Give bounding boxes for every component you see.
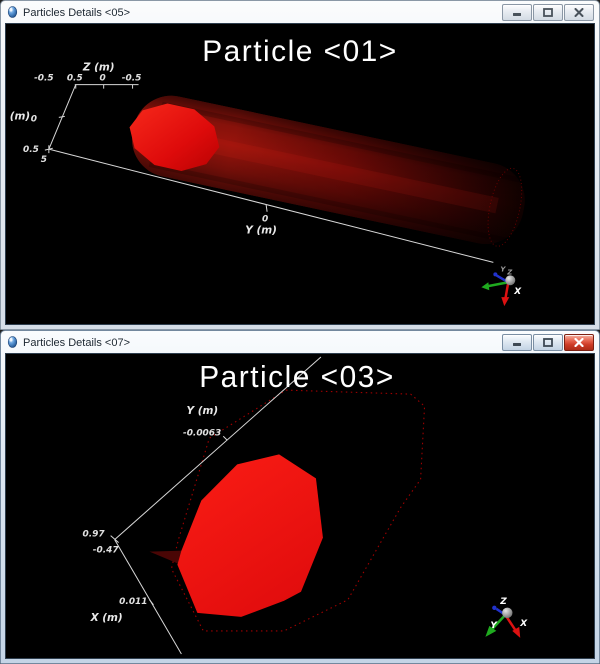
plot-axes (44, 84, 494, 263)
maximize-button[interactable] (533, 334, 563, 351)
window-particles-details-07: Particles Details <07> (0, 330, 600, 664)
z-tick-2: -0.5 (122, 74, 142, 84)
window-title: Particles Details <05> (23, 6, 130, 19)
x-axis-label: (m) (10, 110, 30, 122)
close-icon (574, 8, 584, 17)
y-axis-label: Y (m) (245, 225, 277, 237)
orientation-triad: X Y Z (485, 597, 528, 638)
titlebar[interactable]: Particles Details <07> (1, 331, 599, 353)
x-tick-0: -0.5 (34, 74, 54, 84)
particle-far-end-dashed-outline (487, 167, 523, 247)
close-button[interactable] (564, 4, 594, 21)
particle-cap (129, 103, 220, 172)
corner-tick-1: -0.47 (93, 546, 120, 556)
triad-z-label: Z (506, 268, 513, 276)
y-tick-0: -0.0063 (183, 428, 221, 438)
maximize-icon (543, 338, 553, 347)
minimize-button[interactable] (502, 4, 532, 21)
close-icon (574, 338, 584, 347)
minimize-icon (513, 343, 521, 346)
corner-tick-0: 0.97 (83, 530, 106, 540)
app-balloon-icon (7, 336, 18, 348)
viewport-particle-03[interactable]: Y (m) -0.0063 0.97 -0.47 0.011 X (m) Par… (5, 353, 595, 659)
plot-axes (110, 356, 322, 655)
scene-title: Particle <01> (202, 35, 397, 68)
y-tick-0: 0 (262, 215, 268, 225)
triad-origin-sphere (505, 275, 516, 286)
viewport-particle-01[interactable]: Z (m) 0.5 0 -0.5 -0.5 (m) 0 0.5 5 0 Y (m… (5, 23, 595, 325)
orientation-triad: X Y Z (481, 265, 522, 307)
window-title: Particles Details <07> (23, 336, 130, 349)
y-axis-label: Y (m) (187, 405, 219, 417)
minimize-icon (513, 13, 521, 16)
scene-title: Particle <03> (199, 361, 395, 394)
x-tick-0: 0.011 (119, 597, 147, 607)
app-balloon-icon (7, 6, 18, 18)
maximize-button[interactable] (533, 4, 563, 21)
x-axis-label: X (m) (90, 612, 123, 624)
z-tick-0: 0.5 (67, 74, 83, 84)
triad-y-label: Y (490, 621, 498, 631)
particle-solid (177, 454, 323, 617)
triad-y-label: Y (500, 265, 506, 273)
minimize-button[interactable] (502, 334, 532, 351)
cell-dashed-outline (170, 389, 426, 632)
maximize-icon (543, 8, 553, 17)
close-button[interactable] (564, 334, 594, 351)
window-particles-details-05: Particles Details <05> (0, 0, 600, 330)
titlebar[interactable]: Particles Details <05> (1, 1, 599, 23)
y-tick-5: 5 (41, 155, 47, 165)
z-tick-1: 0 (100, 74, 106, 84)
triad-origin-sphere (502, 607, 513, 619)
triad-z-label: Z (499, 597, 507, 607)
x-tick-1: 0 (31, 114, 37, 124)
x-tick-2: 0.5 (23, 145, 39, 155)
triad-x-label: X (519, 619, 528, 629)
particle-facet-shadow (149, 550, 183, 564)
z-axis-label: Z (m) (82, 62, 115, 74)
triad-x-label: X (513, 287, 522, 297)
